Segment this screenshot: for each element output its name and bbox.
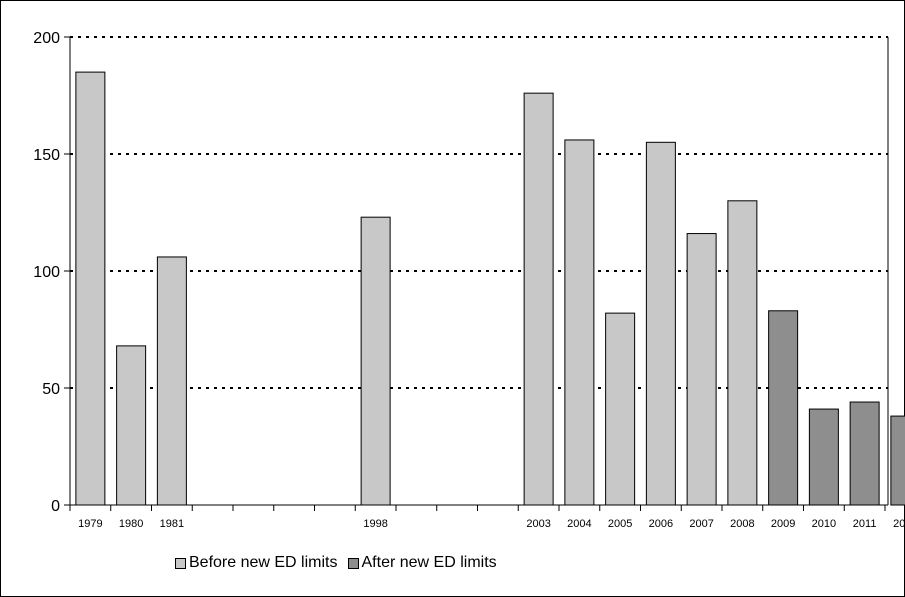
bar-2009 xyxy=(768,310,799,506)
x-tick-label-2008: 2008 xyxy=(730,518,754,530)
x-tick-label-1981: 1981 xyxy=(160,518,184,530)
y-tick-label-150: 150 xyxy=(33,147,60,164)
bar-2004 xyxy=(564,139,595,506)
bar-1979 xyxy=(75,71,106,506)
x-tick-label-2010: 2010 xyxy=(812,518,836,530)
legend-swatch-before xyxy=(175,557,186,569)
bar-2007 xyxy=(686,233,717,506)
y-tick-label-0: 0 xyxy=(51,498,60,515)
y-tick-label-50: 50 xyxy=(42,381,60,398)
x-tick-label-1998: 1998 xyxy=(363,518,387,530)
bar-1980 xyxy=(116,345,147,506)
gridlines xyxy=(70,36,888,389)
x-tick-label-2004: 2004 xyxy=(567,518,591,530)
x-axis-ticks: 1979 1980 1981 1998 2003 2004 2005 2006 2007 2008… xyxy=(69,505,905,530)
bar-1998 xyxy=(360,216,391,506)
bar-2011 xyxy=(849,401,880,506)
bar-2006 xyxy=(645,141,676,506)
bar-2005 xyxy=(605,312,636,506)
bar-2010 xyxy=(808,408,839,506)
bars xyxy=(75,71,905,506)
bar-1981 xyxy=(156,256,187,506)
y-axis-ticks: 0 50 100 150 200 xyxy=(33,30,70,515)
x-tick-label-2009: 2009 xyxy=(771,518,795,530)
x-tick-label-2012: 2012 xyxy=(893,518,905,530)
bar-2012 xyxy=(890,415,905,506)
legend-item-after: After new ED limits xyxy=(347,554,497,572)
bar-2008 xyxy=(727,200,758,506)
legend-swatch-after xyxy=(347,557,359,569)
legend: Before new ED limits After new ED limits xyxy=(175,552,507,574)
x-tick-label-2011: 2011 xyxy=(853,518,877,530)
x-tick-label-2005: 2005 xyxy=(608,518,632,530)
legend-item-before: Before new ED limits xyxy=(175,554,338,572)
x-tick-label-2007: 2007 xyxy=(689,518,713,530)
y-tick-label-200: 200 xyxy=(33,30,60,47)
y-tick-label-100: 100 xyxy=(33,264,60,281)
legend-label-before: Before new ED limits xyxy=(189,554,338,571)
x-tick-label-1980: 1980 xyxy=(119,518,143,530)
bar-2003 xyxy=(523,92,554,506)
x-tick-label-1979: 1979 xyxy=(78,518,102,530)
legend-label-after: After new ED limits xyxy=(361,554,497,571)
x-tick-label-2003: 2003 xyxy=(526,518,550,530)
x-tick-label-2006: 2006 xyxy=(649,518,673,530)
